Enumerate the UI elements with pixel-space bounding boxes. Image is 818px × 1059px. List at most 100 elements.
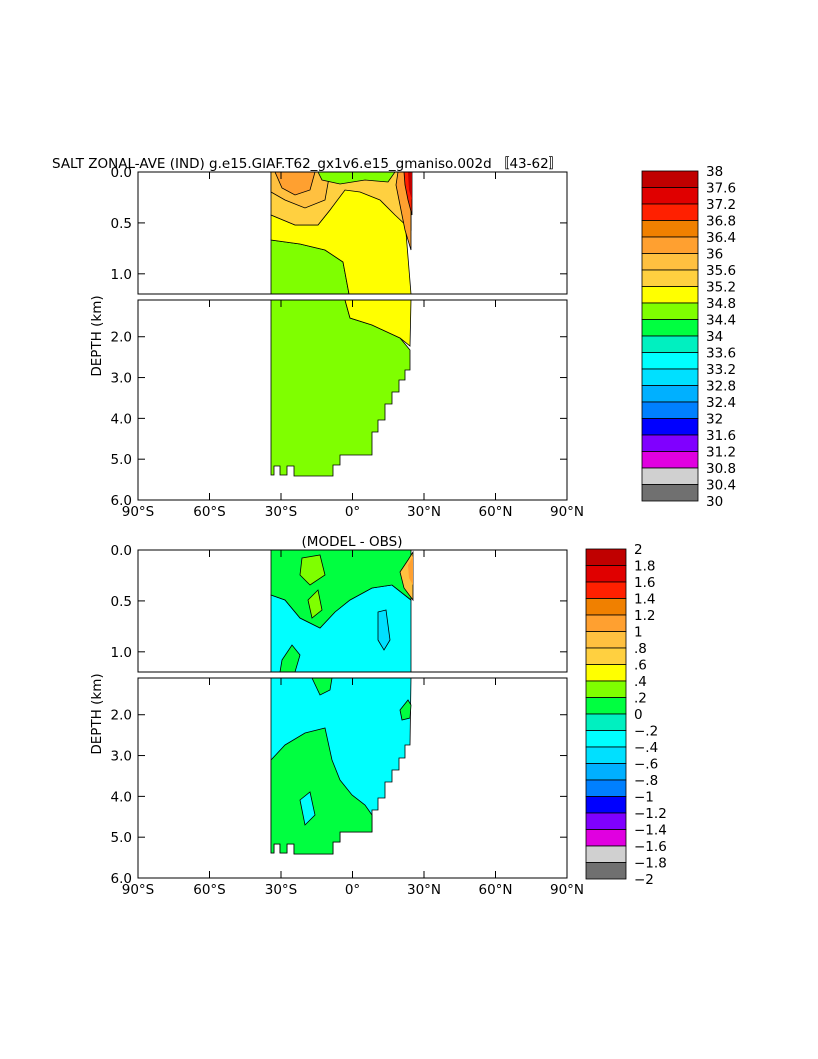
colorbar-swatch xyxy=(641,236,699,254)
colorbar-swatch xyxy=(585,647,627,665)
figure-title: SALT ZONAL-AVE (IND) g.e15.GIAF.T62_gx1v… xyxy=(52,156,562,172)
colorbar-swatch xyxy=(585,631,627,649)
region-diff-pos0-north xyxy=(399,699,412,721)
colorbar-swatch xyxy=(641,368,699,386)
y-tick-label: 0.5 xyxy=(111,216,132,232)
colorbar-label: 32.4 xyxy=(706,395,736,411)
x-tick-label: 30°S xyxy=(265,882,298,898)
colorbar-label: 38 xyxy=(706,164,723,180)
region-diff-max-north xyxy=(408,556,413,585)
colorbar-label: −1.2 xyxy=(634,806,667,822)
colorbar-label: 37.6 xyxy=(706,181,736,197)
colorbar-label: 33.6 xyxy=(706,346,736,362)
region-diff-pos0-blob xyxy=(311,678,333,696)
colorbar-swatch xyxy=(585,812,627,830)
colorbar-swatch xyxy=(641,434,699,452)
colorbar-swatch xyxy=(641,220,699,238)
colorbar-label: −.4 xyxy=(634,740,658,756)
model-panel: 0.0 0.5 1.0 2.0 3.0 4.0 5.0 6.0 90°S 60°S 30°S 0° 3… xyxy=(89,164,736,520)
colorbar-swatch xyxy=(641,418,699,436)
colorbar-label: 32 xyxy=(706,412,723,428)
colorbar-swatch xyxy=(641,401,699,419)
colorbar-label: 34 xyxy=(706,329,723,345)
colorbar-label: 1.2 xyxy=(634,608,655,624)
difference-panel-title: (MODEL - OBS) xyxy=(302,534,403,550)
colorbar-swatch xyxy=(641,286,699,304)
region-diff-neg02-patch xyxy=(377,609,391,651)
y-tick-label: 0.0 xyxy=(111,543,132,559)
y-tick-label: 3.0 xyxy=(111,371,132,387)
colorbar-swatch xyxy=(641,352,699,370)
colorbar-label: 1.8 xyxy=(634,559,655,575)
colorbar-swatch xyxy=(585,697,627,715)
colorbar-swatch xyxy=(585,763,627,781)
colorbar-label: −.2 xyxy=(634,724,658,740)
colorbar-label: .8 xyxy=(634,641,647,657)
region-salinity-36p0 xyxy=(274,172,316,196)
colorbar-label: −1 xyxy=(634,790,654,806)
model-x-ticks: 90°S 60°S 30°S 0° 30°N 60°N 90°N xyxy=(122,172,584,520)
colorbar-swatch xyxy=(641,187,699,205)
colorbar-swatch xyxy=(641,385,699,403)
colorbar-label: 30.8 xyxy=(706,461,736,477)
colorbar-swatch xyxy=(641,203,699,221)
x-tick-label: 30°S xyxy=(265,504,298,520)
x-tick-label: 0° xyxy=(345,504,360,520)
colorbar-swatch xyxy=(641,302,699,320)
difference-panel: 0.0 0.5 1.0 2.0 3.0 4.0 5.0 6.0 90°S 60°S 30°S 0° 3… xyxy=(89,542,667,898)
colorbar-swatch xyxy=(585,779,627,797)
y-tick-label: 1.0 xyxy=(111,267,132,283)
colorbar-label: 33.2 xyxy=(706,362,736,378)
x-tick-label: 90°N xyxy=(550,504,584,520)
y-tick-label: 0.5 xyxy=(111,594,132,610)
colorbar-label: 1.6 xyxy=(634,575,655,591)
colorbar-label: 36.8 xyxy=(706,214,736,230)
x-tick-label: 60°S xyxy=(193,504,226,520)
colorbar-label: 34.4 xyxy=(706,313,736,329)
colorbar-label: −.6 xyxy=(634,757,658,773)
x-tick-label: 0° xyxy=(345,882,360,898)
colorbar-label: .4 xyxy=(634,674,647,690)
colorbar-swatch xyxy=(585,796,627,814)
model-y-ticks: 0.0 0.5 1.0 2.0 3.0 4.0 5.0 6.0 xyxy=(111,165,567,509)
region-diff-neg02-channel xyxy=(299,791,316,826)
colorbar-label: 34.8 xyxy=(706,296,736,312)
colorbar-label: 36.4 xyxy=(706,230,736,246)
x-tick-label: 90°N xyxy=(550,882,584,898)
colorbar-label: −2 xyxy=(634,872,654,888)
x-tick-label: 60°N xyxy=(478,882,512,898)
colorbar-swatch xyxy=(641,484,699,502)
colorbar-swatch xyxy=(585,845,627,863)
x-tick-label: 90°S xyxy=(122,882,155,898)
colorbar-swatch xyxy=(641,451,699,469)
colorbar-label: 36 xyxy=(706,247,723,263)
region-salinity-fresh-surface xyxy=(317,172,396,185)
region-diff-pos0-upper-2 xyxy=(279,644,301,672)
x-tick-label: 60°S xyxy=(193,882,226,898)
region-salinity-34p8-lower xyxy=(344,300,412,347)
colorbar-swatch xyxy=(641,170,699,188)
colorbar-swatch xyxy=(585,598,627,616)
colorbar-label: .2 xyxy=(634,691,647,707)
x-tick-label: 90°S xyxy=(122,504,155,520)
colorbar-label: −1.6 xyxy=(634,839,667,855)
colorbar-swatch xyxy=(585,664,627,682)
colorbar-swatch xyxy=(585,730,627,748)
colorbar-swatch xyxy=(585,614,627,632)
y-tick-label: 5.0 xyxy=(111,830,132,846)
colorbar-label: −1.8 xyxy=(634,856,667,872)
y-tick-label: 2.0 xyxy=(111,708,132,724)
model-colorbar: 3837.637.236.836.43635.635.234.834.43433… xyxy=(641,164,736,510)
region-salinity-34p4-lower xyxy=(270,300,411,477)
model-y-axis-label: DEPTH (km) xyxy=(89,295,105,376)
region-diff-pos02-left xyxy=(307,589,323,619)
colorbar-swatch xyxy=(585,548,627,566)
colorbar-label: 2 xyxy=(634,542,643,558)
colorbar-label: 0 xyxy=(634,707,643,723)
colorbar-label: 1 xyxy=(634,625,643,641)
colorbar-swatch xyxy=(585,680,627,698)
x-tick-label: 30°N xyxy=(407,504,441,520)
colorbar-label: 35.6 xyxy=(706,263,736,279)
colorbar-swatch xyxy=(585,713,627,731)
